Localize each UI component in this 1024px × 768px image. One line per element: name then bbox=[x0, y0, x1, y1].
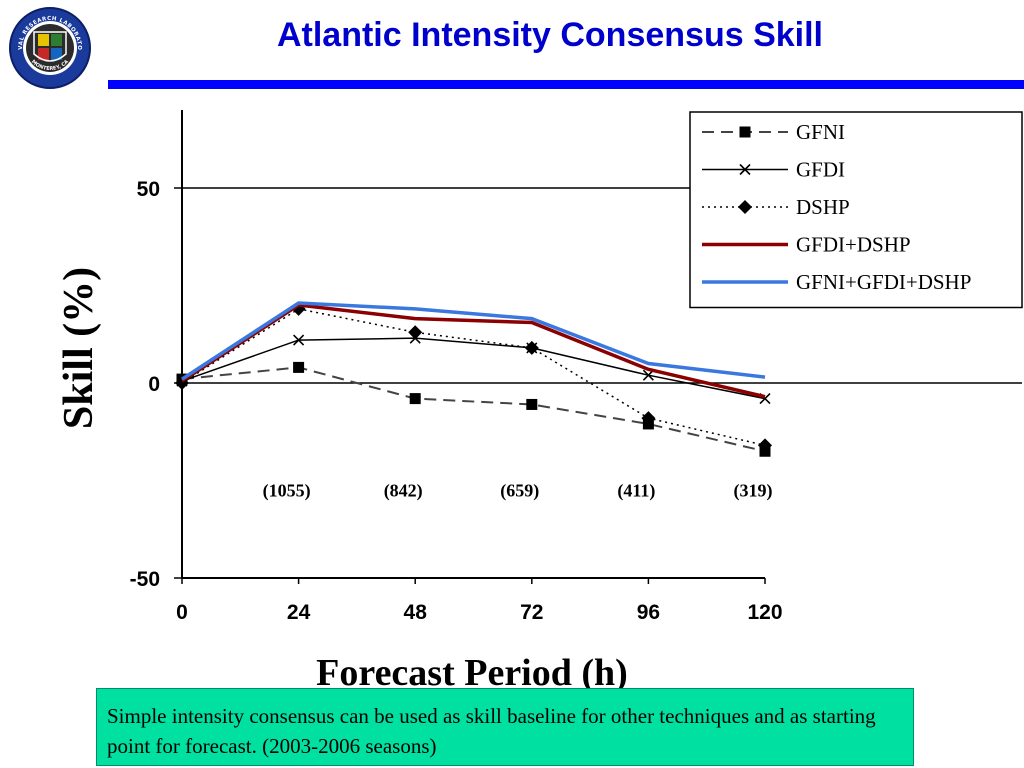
legend-entry-gfdi: GFDI bbox=[702, 158, 845, 182]
summary-note-text: Simple intensity consensus can be used a… bbox=[107, 704, 876, 758]
series-line-gfni-gfdi-dshp bbox=[181, 301, 766, 381]
axes: 50 0 -50 0 24 48 72 96 120 bbox=[130, 110, 783, 624]
legend-label-gfdi-dshp: GFDI+DSHP bbox=[796, 233, 911, 257]
x-tick-label: 24 bbox=[287, 601, 311, 624]
page-title: Atlantic Intensity Consensus Skill bbox=[276, 16, 823, 54]
sample-size-label: (659) bbox=[500, 480, 539, 501]
x-axis-label: Forecast Period (h) bbox=[316, 652, 628, 690]
y-tick-label: 50 bbox=[137, 178, 160, 201]
x-tick-label: 0 bbox=[176, 601, 188, 624]
sample-size-label: (319) bbox=[734, 480, 773, 501]
legend-marker-gfdi bbox=[739, 163, 751, 176]
legend-entry-gfdi-dshp: GFDI+DSHP bbox=[702, 233, 911, 257]
data-point-gfdi bbox=[293, 334, 305, 346]
data-point-dshp bbox=[641, 411, 656, 426]
x-tick-label: 48 bbox=[404, 601, 428, 624]
legend-entry-dshp: DSHP bbox=[702, 195, 850, 219]
series-line-gfdi bbox=[181, 337, 766, 400]
legend-marker-gfni bbox=[739, 126, 751, 138]
x-tick-label: 96 bbox=[637, 601, 660, 624]
series-line-dshp bbox=[181, 308, 766, 447]
legend-label-gfni: GFNI bbox=[796, 120, 845, 144]
data-point-gfni bbox=[409, 393, 421, 405]
sample-size-label: (1055) bbox=[263, 480, 311, 501]
data-point-dshp bbox=[524, 340, 539, 355]
legend-label-gfdi: GFDI bbox=[796, 158, 845, 182]
sample-size-label: (842) bbox=[384, 480, 423, 501]
legend-entry-gfni-gfdi-dshp: GFNI+GFDI+DSHP bbox=[702, 270, 971, 294]
legend-label-gfni-gfdi-dshp: GFNI+GFDI+DSHP bbox=[796, 270, 971, 294]
data-point-gfni bbox=[526, 398, 538, 410]
naval-research-laboratory-seal-icon: NAVAL RESEARCH LABORATORY MONTEREY, CA bbox=[5, 2, 92, 90]
legend-label-dshp: DSHP bbox=[796, 195, 850, 219]
legend: GFNI GFDI DSHP GFDI+DSHP GFNI+GFDI+DSHP bbox=[689, 111, 1023, 309]
x-tick-label: 72 bbox=[520, 601, 543, 624]
series-line-gfni bbox=[181, 366, 766, 453]
legend-entry-gfni: GFNI bbox=[702, 120, 845, 144]
data-point-gfni bbox=[293, 361, 305, 373]
y-axis-label: Skill (%) bbox=[56, 267, 102, 429]
summary-note: Simple intensity consensus can be used a… bbox=[96, 688, 914, 766]
y-tick-label: 0 bbox=[148, 373, 160, 396]
series-layer bbox=[175, 301, 772, 457]
y-tick-label: -50 bbox=[130, 568, 160, 591]
series-gfni-gfdi-dshp bbox=[181, 301, 766, 381]
legend-marker-dshp bbox=[738, 200, 752, 214]
sample-size-labels: (1055) (842) (659) (411) (319) bbox=[263, 480, 773, 501]
title-divider bbox=[108, 80, 1024, 89]
sample-size-label: (411) bbox=[617, 480, 655, 501]
data-point-dshp bbox=[408, 325, 423, 340]
skill-line-chart: 50 0 -50 0 24 48 72 96 120 (1055) (842) (659) (411)… bbox=[56, 110, 1023, 690]
data-point-dshp bbox=[758, 438, 772, 453]
x-tick-label: 120 bbox=[747, 601, 782, 624]
